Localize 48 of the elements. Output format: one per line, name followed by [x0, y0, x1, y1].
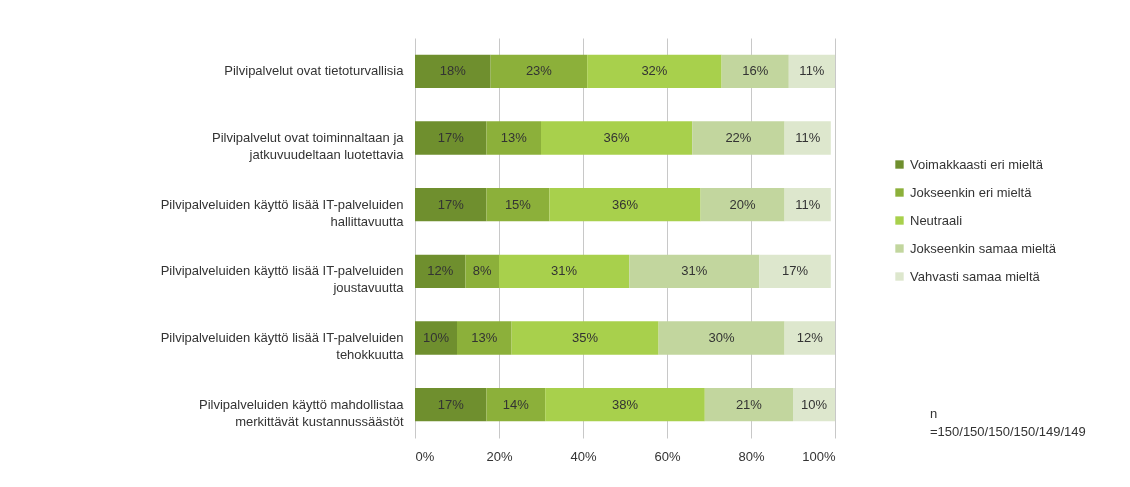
x-tick-label: 40% — [570, 448, 597, 464]
y-tick-label: Pilvipalveluiden käyttö lisää IT-palveluiden joustavuutta — [160, 263, 405, 296]
data-label: 36% — [603, 130, 631, 145]
data-label: 38% — [611, 396, 639, 412]
data-label: 22% — [725, 130, 752, 145]
y-tick-label: Pilvipalvelut ovat tietoturvallisia — [224, 63, 405, 79]
data-label: 17% — [437, 396, 465, 412]
y-tick-label: Pilvipalveluiden käyttö lisää IT-palveluiden hallittavuutta — [160, 196, 405, 229]
data-label: 30% — [708, 330, 736, 345]
data-label: 11% — [799, 63, 825, 79]
data-label: 35% — [572, 330, 599, 345]
y-tick-label: Pilvipalvelut ovat toiminnaltaan ja jatkuvuudeltaan luotettavia — [212, 130, 405, 162]
legend-label: Jokseenkin samaa mieltä — [910, 240, 1057, 256]
y-tick-label: Pilvipalveluiden käyttö mahdollistaa merkittävät kustannussäästöt — [198, 396, 405, 429]
data-label: 11% — [795, 196, 821, 212]
x-tick-label: 20% — [486, 448, 513, 464]
data-label: 20% — [729, 196, 757, 212]
data-label: 14% — [502, 396, 530, 412]
data-label: 17% — [782, 263, 809, 279]
data-label: 21% — [735, 396, 763, 412]
data-label: 15% — [504, 196, 532, 212]
legend-label: Neutraali — [910, 212, 963, 228]
legend-label: Jokseenkin eri mieltä — [910, 184, 1033, 200]
data-label: 12% — [796, 330, 824, 345]
data-label: 16% — [742, 63, 769, 79]
data-label: 36% — [611, 196, 639, 212]
data-label: 11% — [795, 130, 821, 145]
data-label: 12% — [427, 263, 454, 279]
legend-label: Voimakkaasti eri mieltä — [910, 156, 1044, 172]
data-label: 13% — [471, 330, 498, 345]
data-label: 13% — [500, 130, 528, 145]
text: n =150/150/150/150/149/149 — [930, 406, 1086, 439]
data-label: 17% — [437, 196, 465, 212]
x-tick-label: 0% — [415, 448, 435, 464]
data-label: 10% — [800, 396, 828, 412]
data-label: 18% — [439, 63, 467, 79]
data-label: 23% — [525, 63, 553, 79]
data-label: 17% — [437, 130, 465, 145]
x-tick-label: 60% — [654, 448, 681, 464]
x-tick-label: 100% — [802, 448, 836, 464]
data-label: 31% — [681, 263, 708, 279]
legend-label: Vahvasti samaa mieltä — [910, 268, 1041, 284]
y-tick-label: Pilvipalveluiden käyttö lisää IT-palveluiden tehokkuutta — [160, 330, 405, 362]
x-tick-label: 80% — [738, 448, 765, 464]
data-label: 32% — [641, 63, 668, 79]
data-label: 10% — [422, 330, 450, 345]
data-label: 31% — [551, 263, 578, 279]
data-label: 8% — [472, 263, 493, 279]
